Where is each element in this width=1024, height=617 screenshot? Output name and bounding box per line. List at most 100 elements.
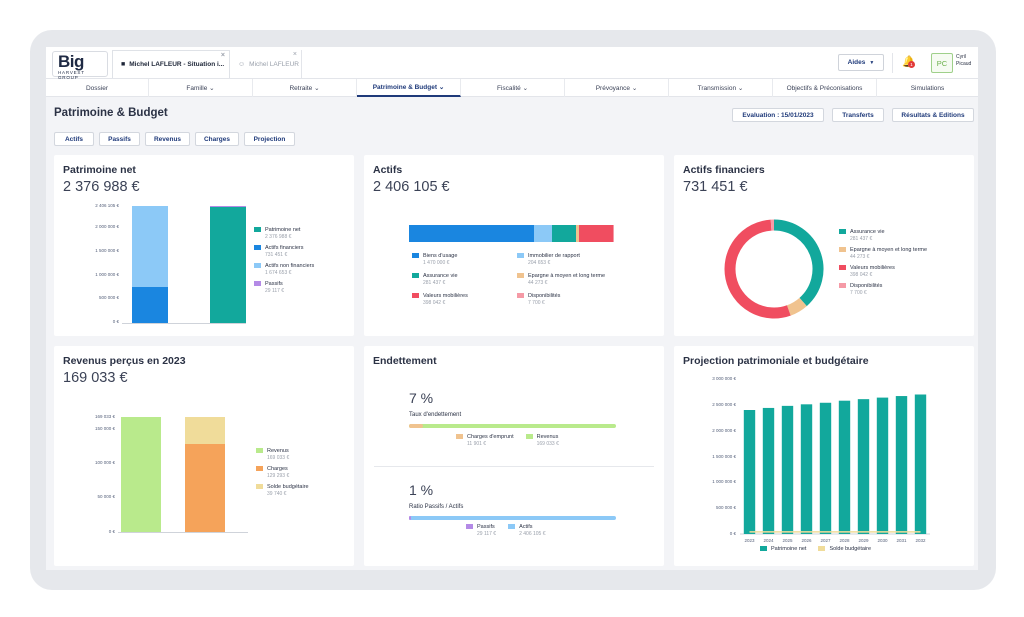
legend-swatch — [839, 247, 846, 253]
close-icon[interactable]: × — [220, 52, 225, 59]
legend-label: Epargne à moyen et long terme — [528, 273, 606, 279]
nav-objectifs[interactable]: Objectifs & Préconisations — [773, 79, 877, 97]
x-tick: 2028 — [839, 538, 850, 543]
y-tick: 150 000 € — [94, 426, 115, 431]
aides-dropdown[interactable]: Aides ▼ — [838, 54, 884, 71]
bar-segment — [121, 417, 161, 532]
avatar[interactable]: PC — [931, 53, 953, 73]
legend-item: Revenus 169 033 € — [525, 434, 559, 447]
legend-item: Solde budgétaire 39 740 € — [256, 484, 351, 497]
gauge-fill — [409, 424, 424, 428]
evaluation-button[interactable]: Evaluation : 15/01/2023 — [732, 108, 824, 122]
nav-transmission[interactable]: Transmission ⌄ — [669, 79, 773, 97]
user-name[interactable]: Cyril Picaud — [956, 54, 971, 68]
nav-dossier[interactable]: Dossier — [46, 79, 149, 97]
nav-retraite[interactable]: Retraite ⌄ — [253, 79, 357, 97]
legend-label: Biens d'usage — [423, 253, 458, 259]
x-tick: 2023 — [744, 538, 755, 543]
filter-passifs[interactable]: Passifs — [99, 132, 140, 146]
legend-item: Patrimoine net — [760, 546, 806, 552]
bar-patrimoine-net — [857, 399, 870, 534]
x-axis-line — [118, 532, 248, 533]
legend-label: Charges — [267, 466, 288, 472]
legend-label: Passifs — [265, 281, 283, 287]
card-title: Revenus perçus en 2023 — [63, 355, 186, 367]
legend-swatch — [517, 273, 524, 279]
legend-item: Passifs 29 117 € — [254, 281, 349, 294]
nav-label: Objectifs & Préconisations — [786, 84, 863, 92]
user-first-name: Cyril — [956, 54, 966, 60]
logo-text: Big — [58, 52, 84, 71]
legend-swatch — [412, 273, 419, 279]
nav-famille[interactable]: Famille ⌄ — [149, 79, 253, 97]
resultats-editions-button[interactable]: Résultats & Editions — [892, 108, 974, 122]
card-title: Actifs — [373, 164, 403, 176]
legend-swatch — [412, 253, 419, 259]
card-value: 2 376 988 € — [63, 179, 140, 195]
ratio-value: 1 % — [409, 482, 434, 498]
card-actifs-financiers: Actifs financiers 731 451 € Assurance vi… — [674, 155, 974, 336]
legend-swatch — [508, 524, 516, 530]
chevron-down-icon: ⌄ — [737, 85, 744, 92]
legend-item: Biens d'usage 1 470 000 € — [412, 253, 517, 266]
legend-swatch — [760, 546, 767, 552]
y-tick: 0 € — [108, 529, 115, 534]
y-tick: 1 000 000 € — [712, 479, 736, 485]
chevron-down-icon: ⌄ — [209, 85, 215, 92]
nav-simulations[interactable]: Simulations — [877, 79, 978, 97]
endettement-legend: Charges d'emprunt 11 901 € Revenus 169 033 … — [456, 434, 656, 452]
bar-segment — [210, 207, 246, 323]
card-revenus: Revenus perçus en 2023 169 033 € 169 033… — [54, 346, 354, 566]
legend-value: 2 376 988 € — [265, 234, 292, 240]
nav-prevoyance[interactable]: Prévoyance ⌄ — [565, 79, 669, 97]
bar-segment — [185, 417, 225, 445]
notification-button[interactable]: 🔔 1 — [902, 55, 916, 68]
close-icon[interactable]: × — [292, 51, 297, 58]
tab-client[interactable]: ☺ Michel LAFLEUR × — [230, 50, 302, 78]
nav-patrimoine-budget[interactable]: Patrimoine & Budget ⌄ — [357, 79, 461, 97]
bar-segment — [185, 444, 225, 532]
legend-value: 129 293 € — [267, 473, 290, 479]
legend-item: Disponibilités 7 700 € — [839, 283, 969, 296]
nav-label: Simulations — [910, 84, 945, 92]
filter-revenus[interactable]: Revenus — [145, 132, 190, 146]
x-tick: 2032 — [915, 538, 926, 543]
projection-chart: 2023 2024 2025 2026 2027 2028 2029 2030 2031 2032 — [740, 394, 930, 543]
logo[interactable]: Big HARVEST GROUP — [52, 51, 108, 80]
bar-patrimoine-net — [743, 410, 756, 534]
tab-dossier-situation[interactable]: ■ Michel LAFLEUR - Situation i... × — [112, 50, 230, 78]
legend-value: 1 674 653 € — [265, 270, 292, 276]
x-axis-line — [122, 323, 246, 324]
legend-swatch — [839, 283, 846, 289]
legend-value: 1 470 000 € — [423, 260, 450, 266]
y-tick: 0 € — [112, 319, 119, 324]
legend-value: 398 042 € — [850, 272, 873, 278]
legend-value: 731 451 € — [265, 252, 288, 258]
y-tick: 100 000 € — [94, 460, 115, 465]
legend-label: Epargne à moyen et long terme — [850, 247, 928, 253]
card-value: 2 406 105 € — [373, 179, 450, 195]
legend-label: Valeurs mobilières — [423, 293, 468, 299]
transferts-button[interactable]: Transferts — [832, 108, 884, 122]
ratio-label: Ratio Passifs / Actifs — [409, 504, 464, 510]
legend-swatch — [412, 293, 419, 299]
filter-actifs[interactable]: Actifs — [54, 132, 94, 146]
legend-label: Revenus — [267, 448, 289, 454]
y-tick: 1 500 000 € — [95, 248, 119, 253]
folder-icon: ■ — [121, 61, 126, 68]
donut-slice — [786, 297, 807, 316]
filter-projection[interactable]: Projection — [244, 132, 295, 146]
nav-fiscalite[interactable]: Fiscalité ⌄ — [461, 79, 565, 97]
legend-item: Disponibilités 7 700 € — [517, 293, 622, 306]
legend-value: 29 117 € — [265, 288, 285, 294]
bar-patrimoine-net — [819, 402, 832, 534]
actifs-financiers-legend: Assurance vie 281 437 € Epargne à moyen et… — [839, 229, 969, 301]
legend-item: Revenus 169 033 € — [256, 448, 351, 461]
filter-charges[interactable]: Charges — [195, 132, 239, 146]
x-tick: 2025 — [782, 538, 793, 543]
legend-value: 7 700 € — [850, 290, 867, 296]
y-tick: 1 000 000 € — [95, 272, 119, 277]
card-endettement: Endettement 7 % Taux d'endettement Charg… — [364, 346, 664, 566]
legend-item: Epargne à moyen et long terme 44 273 € — [839, 247, 969, 260]
legend-value: 7 700 € — [528, 300, 545, 306]
